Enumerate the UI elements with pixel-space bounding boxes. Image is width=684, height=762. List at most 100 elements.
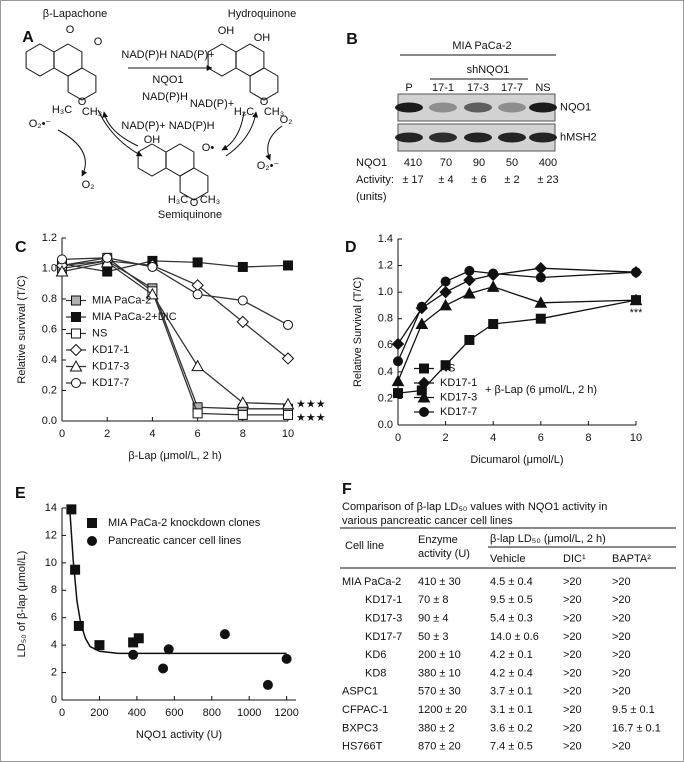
table-cell: 380 ± 2: [418, 722, 455, 734]
cell-line: MIA PaCa-2: [452, 40, 511, 52]
marker: [393, 356, 403, 367]
chem-label: CH₃: [264, 106, 284, 118]
table-cell: CFPAC-1: [342, 704, 388, 716]
activity-value: 410: [404, 157, 422, 169]
table-cell: 380 ± 10: [418, 667, 461, 679]
marker: [463, 286, 476, 299]
legend-marker: [419, 407, 429, 417]
lane-label: 17-3: [467, 82, 489, 94]
y-tick-label: 0.0: [378, 419, 393, 431]
series-line: [61, 257, 288, 416]
table-cell: 7.4 ± 0.5: [490, 741, 533, 753]
marker: [415, 317, 429, 330]
marker: [55, 265, 69, 277]
chem-label: CH₃: [200, 194, 220, 206]
y-tick-label: 0.6: [42, 323, 57, 335]
activity-error: ± 2: [504, 174, 519, 186]
chem-label: O: [190, 197, 199, 209]
annotation: ★★★: [296, 412, 326, 424]
marker: [391, 337, 405, 351]
x-tick-label: 600: [165, 707, 183, 719]
series-line: [61, 257, 289, 326]
marker: [281, 352, 295, 365]
activity-label: Activity:: [356, 174, 394, 186]
y-tick-label: 0: [51, 694, 57, 706]
col-header: BAPTA²: [612, 553, 651, 565]
y-tick-label: 8: [51, 584, 57, 596]
activity-error: ± 4: [438, 174, 453, 186]
molecule-ring: [137, 143, 167, 177]
x-tick-label: 200: [90, 707, 108, 719]
y-tick-label: 0.6: [378, 339, 393, 351]
activity-label: (units): [356, 191, 387, 203]
chem-label: O₂•⁻: [257, 160, 280, 172]
marker: [262, 679, 273, 690]
marker: [393, 388, 403, 399]
marker: [439, 285, 452, 299]
marker: [283, 260, 293, 271]
activity-label: NQO1: [356, 157, 387, 169]
marker: [488, 319, 499, 330]
x-axis-label: Dicumarol (μmol/L): [470, 454, 563, 466]
marker: [463, 273, 476, 287]
reaction-arrows: [57, 65, 283, 177]
chem-label: OH: [144, 134, 161, 146]
legend-label: KD17-1: [92, 344, 129, 356]
table-cell: >20: [563, 741, 582, 753]
legend-marker: [87, 536, 97, 546]
legend-marker: [417, 376, 431, 390]
legend-marker: [69, 343, 83, 357]
activity-error: ± 17: [402, 174, 423, 186]
y-tick-label: 10: [45, 557, 57, 569]
x-tick-label: 400: [128, 707, 146, 719]
group-label: shNQO1: [467, 64, 510, 76]
chem-label: NAD(P)H: [142, 91, 188, 103]
chem-label: H₃C: [168, 194, 188, 206]
y-tick-label: 0.4: [42, 354, 57, 366]
annotation: + β-Lap (6 μmol/L, 2 h): [485, 384, 597, 396]
lane-label: P: [405, 82, 412, 94]
x-tick-label: 10: [282, 428, 294, 440]
annotation: ★★★: [296, 399, 326, 411]
x-tick-label: 8: [585, 432, 591, 444]
chem-label: β-Lapachone: [43, 8, 107, 20]
marker: [94, 640, 105, 651]
chem-label: NAD(P)H NAD(P)+: [121, 49, 214, 61]
chem-label: OH: [218, 25, 235, 37]
marker: [237, 295, 248, 306]
chem-label: O₂•⁻: [29, 118, 52, 130]
table-cell: >20: [612, 631, 631, 643]
table-cell: >20: [563, 649, 582, 661]
table-cell: >20: [563, 722, 582, 734]
table-cell: 4.2 ± 0.4: [490, 667, 533, 679]
marker: [146, 287, 159, 300]
y-tick-label: 0.2: [42, 384, 57, 396]
legend-label: NS: [92, 327, 107, 339]
marker: [440, 360, 451, 371]
lane-label: 17-7: [501, 82, 523, 94]
col-header: Cell line: [345, 540, 384, 552]
table-cell: KD8: [365, 667, 386, 679]
x-tick-label: 0: [395, 432, 401, 444]
table-cell: KD17-3: [365, 613, 402, 625]
x-tick-label: 2: [104, 428, 110, 440]
panel-label: B: [346, 31, 358, 48]
y-tick-label: 0.8: [42, 293, 57, 305]
marker: [102, 252, 113, 263]
table-cell: 5.4 ± 0.3: [490, 613, 533, 625]
table-cell: >20: [612, 594, 631, 606]
table-cell: KD17-7: [365, 631, 402, 643]
activity-value: 90: [473, 157, 485, 169]
y-tick-label: 4: [51, 639, 57, 651]
col-header: Vehicle: [490, 553, 525, 565]
x-tick-label: 2: [443, 432, 449, 444]
marker: [236, 315, 250, 329]
molecule-ring: [53, 43, 83, 77]
marker: [158, 663, 169, 674]
molecule-ring: [25, 43, 55, 77]
col-header: β-lap LD₅₀ (μmol/L, 2 h): [490, 533, 606, 545]
molecule-ring: [235, 43, 265, 77]
y-tick-label: 0.0: [42, 415, 57, 427]
series-line: [397, 286, 637, 382]
legend-label: MIA PaCa-2 knockdown clones: [108, 517, 261, 529]
